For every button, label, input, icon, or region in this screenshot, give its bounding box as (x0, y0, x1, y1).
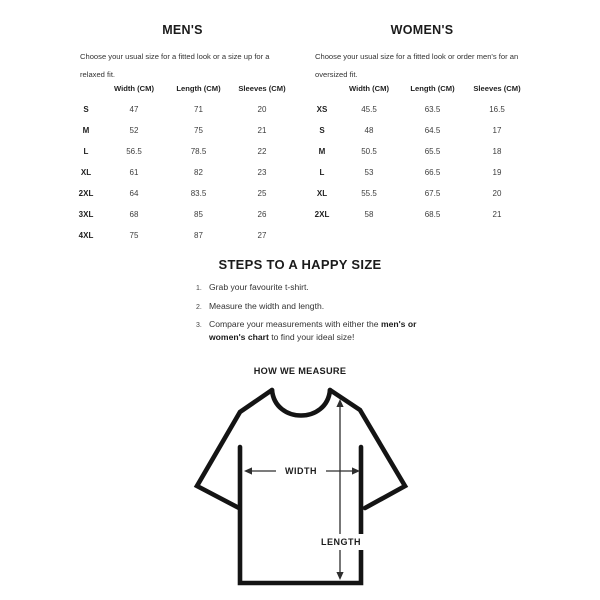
size-cell: L (319, 168, 325, 177)
length-cell: 65.5 (424, 147, 441, 156)
step-number: 2. (196, 303, 202, 311)
length-cell: 78.5 (190, 147, 207, 156)
col-header-width: Width (CM) (114, 83, 154, 93)
col-header-sleeves: Sleeves (CM) (238, 83, 286, 93)
steps-title: STEPS TO A HAPPY SIZE (218, 257, 382, 272)
length-cell: 64.5 (424, 126, 441, 135)
step-text: Compare your measurements with either th… (209, 319, 417, 342)
step-item: 3. Compare your measurements with either… (196, 318, 421, 344)
womens-description: Choose your usual size for a fitted look… (315, 48, 518, 84)
width-cell: 56.5 (126, 147, 142, 156)
sleeves-cell: 27 (257, 231, 267, 240)
step-item: 1. Grab your favourite t-shirt. (196, 281, 421, 295)
tshirt-right-sleeve (327, 387, 409, 511)
steps-list: 1. Grab your favourite t-shirt. 2. Measu… (196, 281, 421, 349)
tshirt-collar (269, 387, 333, 418)
length-cell: 66.5 (424, 168, 441, 177)
tshirt-left-sleeve (193, 387, 275, 511)
col-header-width: Width (CM) (349, 83, 389, 93)
size-cell: L (83, 147, 89, 156)
width-cell: 50.5 (361, 147, 377, 156)
size-cell: 3XL (78, 210, 94, 219)
col-header-length: Length (CM) (176, 83, 221, 93)
sleeves-cell: 26 (257, 210, 267, 219)
width-cell: 53 (364, 168, 374, 177)
womens-description-line: oversized fit. (315, 70, 358, 79)
size-cell: XL (316, 189, 328, 198)
step-item: 2. Measure the width and length. (196, 300, 421, 314)
width-cell: 58 (364, 210, 374, 219)
size-cell: XL (80, 168, 92, 177)
measure-title: HOW WE MEASURE (253, 366, 347, 376)
size-cell: M (318, 147, 326, 156)
step-number: 3. (196, 322, 202, 329)
womens-size-section: WOMEN'S Choose your usual size for a fit… (307, 22, 537, 219)
length-cell: 85 (194, 210, 203, 219)
width-cell: 47 (129, 105, 139, 114)
sleeves-cell: 16.5 (489, 105, 505, 114)
sleeves-cell: 23 (257, 168, 267, 177)
womens-description-line: Choose your usual size for a fitted look… (315, 52, 519, 61)
sleeves-cell: 22 (257, 147, 267, 156)
width-cell: 68 (129, 210, 139, 219)
sleeves-cell: 20 (257, 105, 267, 114)
length-label: LENGTH (321, 537, 361, 547)
length-cell: 63.5 (424, 105, 441, 114)
womens-size-table: Width (CM) Length (CM) Sleeves (CM) XS 4… (307, 77, 530, 225)
sleeves-cell: 21 (492, 210, 502, 219)
length-arrow (336, 399, 344, 580)
col-header-size (71, 77, 101, 99)
sleeves-cell: 17 (492, 126, 502, 135)
tshirt-body-outline (237, 444, 364, 586)
size-cell: 4XL (78, 231, 94, 240)
width-cell: 55.5 (361, 189, 377, 198)
width-cell: 52 (129, 126, 139, 135)
mens-description-line: relaxed fit. (80, 70, 116, 79)
mens-size-table: Width (CM) Length (CM) Sleeves (CM) S 47… (71, 77, 294, 246)
steps-section: STEPS TO A HAPPY SIZE 1. Grab your favou… (150, 257, 450, 342)
size-cell: 2XL (314, 210, 330, 219)
width-cell: 48 (364, 126, 374, 135)
size-cell: XS (316, 105, 328, 114)
size-cell: 2XL (78, 189, 94, 198)
size-cell: S (83, 105, 89, 114)
length-label-bg (316, 534, 366, 550)
mens-description: Choose your usual size for a fitted look… (80, 48, 270, 84)
length-cell: 71 (194, 105, 203, 114)
col-header-length: Length (CM) (410, 83, 455, 93)
col-header-sleeves: Sleeves (CM) (473, 83, 521, 93)
width-cell: 61 (129, 168, 139, 177)
sleeves-cell: 20 (492, 189, 502, 198)
sleeves-cell: 18 (492, 147, 502, 156)
length-cell: 75 (194, 126, 203, 135)
length-cell: 67.5 (424, 189, 441, 198)
mens-title: MEN'S (162, 23, 203, 37)
tshirt-diagram: WIDTH LENGTH (193, 387, 409, 586)
step-text: Grab your favourite t-shirt. (209, 282, 309, 292)
mens-size-section: MEN'S Choose your usual size for a fitte… (71, 22, 294, 240)
length-cell: 83.5 (190, 189, 207, 198)
step-text: Measure the width and length. (209, 300, 325, 311)
length-cell: 87 (194, 231, 203, 240)
width-cell: 64 (129, 189, 139, 198)
size-cell: S (319, 126, 325, 135)
sleeves-cell: 21 (257, 126, 267, 135)
sleeves-cell: 19 (492, 168, 502, 177)
width-label: WIDTH (285, 466, 317, 476)
step-number: 1. (196, 285, 202, 292)
width-cell: 75 (129, 231, 139, 240)
width-cell: 45.5 (361, 105, 377, 114)
length-cell: 82 (194, 168, 203, 177)
mens-description-line: Choose your usual size for a fitted look… (80, 52, 270, 61)
sleeves-cell: 25 (257, 189, 267, 198)
col-header-size (307, 77, 337, 99)
size-cell: M (82, 126, 90, 135)
womens-title: WOMEN'S (390, 23, 454, 37)
width-label-bg (276, 463, 326, 479)
length-cell: 68.5 (424, 210, 441, 219)
